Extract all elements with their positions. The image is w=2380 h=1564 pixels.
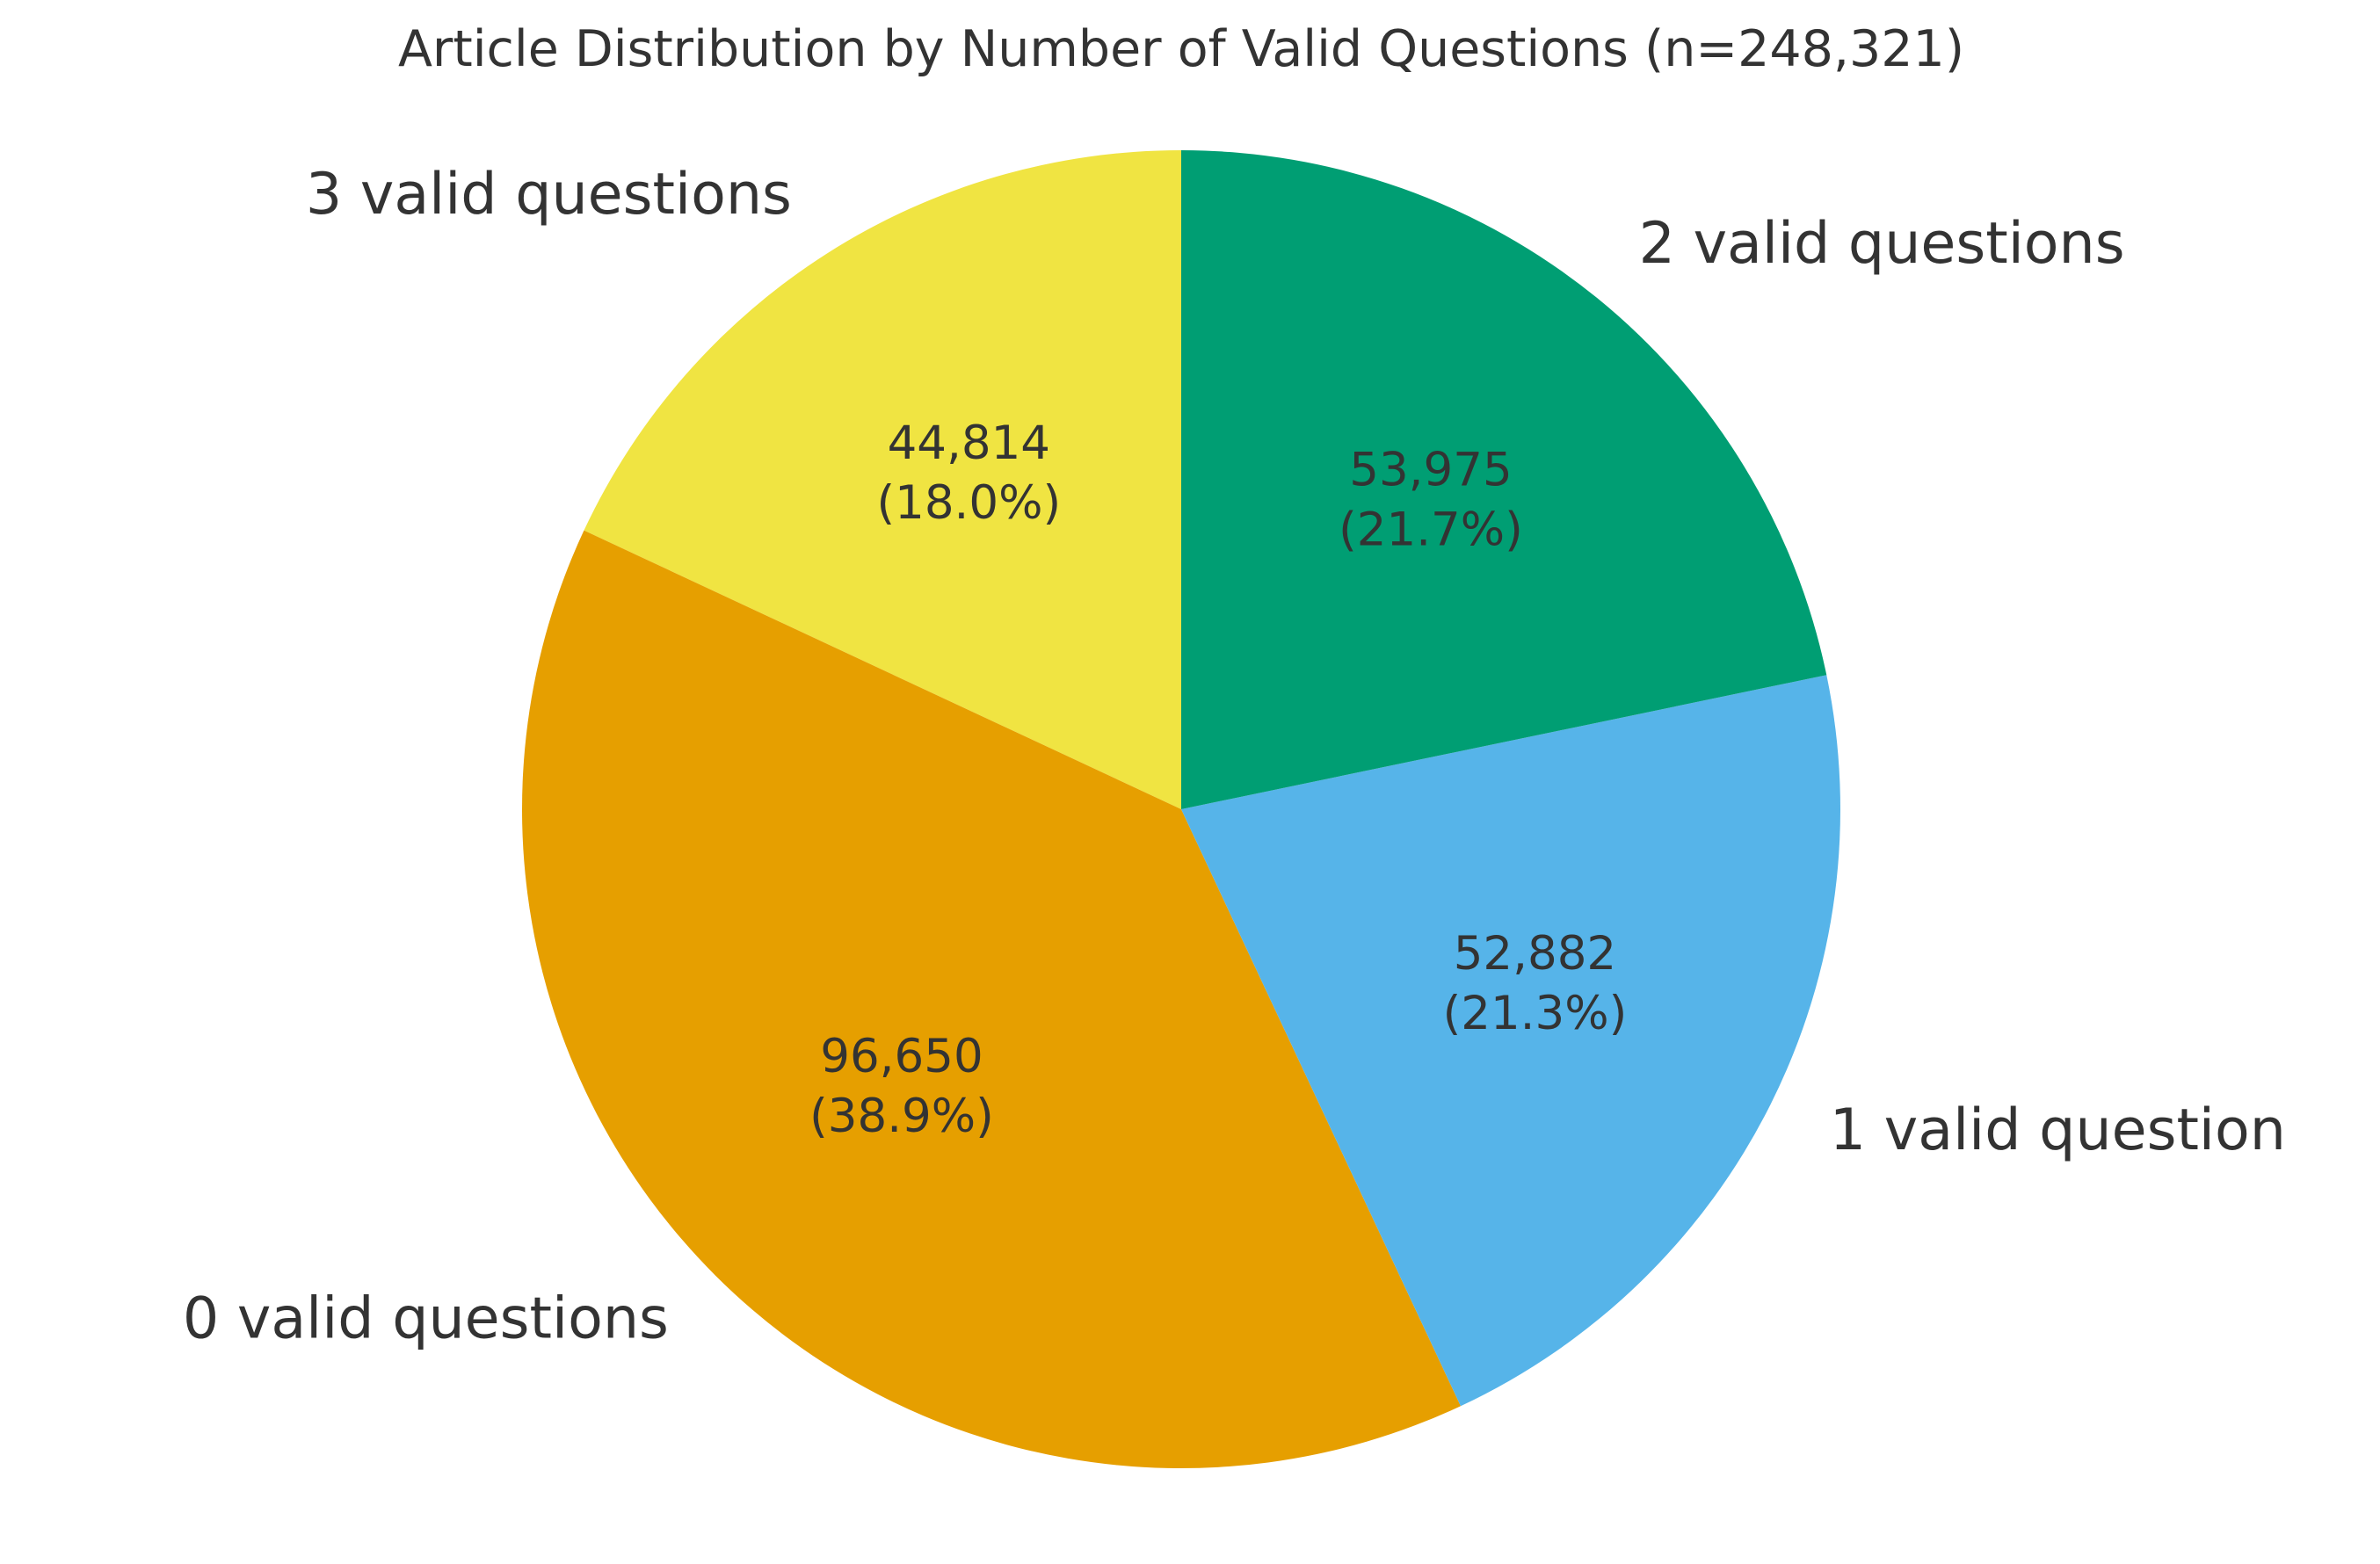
- slice-percent-1-valid-question: (21.3%): [1443, 987, 1628, 1040]
- slice-value-2-valid-questions: 53,975: [1349, 444, 1512, 497]
- pie-slice-1-valid-question: [1181, 675, 1840, 1407]
- slice-value-3-valid-questions: 44,814: [888, 416, 1050, 470]
- slice-value-0-valid-questions: 96,650: [820, 1030, 983, 1083]
- pie-labels: 3 valid questions 44,814 (18.0%) 0 valid qu…: [183, 162, 2286, 1352]
- chart-title: Article Distribution by Number of Valid …: [398, 20, 1964, 78]
- pie-slice-2-valid-questions: [1181, 150, 1827, 809]
- pie-slice-0-valid-questions: [522, 530, 1461, 1468]
- pie-slices: [522, 150, 1840, 1468]
- slice-label-3-valid-questions: 3 valid questions: [306, 162, 792, 228]
- slice-label-1-valid-question: 1 valid question: [1830, 1097, 2286, 1163]
- slice-label-2-valid-questions: 2 valid questions: [1639, 211, 2125, 277]
- pie-slice-3-valid-questions: [584, 150, 1181, 809]
- slice-percent-2-valid-questions: (21.7%): [1339, 503, 1523, 557]
- slice-percent-0-valid-questions: (38.9%): [809, 1090, 994, 1143]
- slice-label-0-valid-questions: 0 valid questions: [183, 1286, 669, 1352]
- slice-percent-3-valid-questions: (18.0%): [876, 476, 1061, 530]
- slice-value-1-valid-question: 52,882: [1454, 927, 1616, 981]
